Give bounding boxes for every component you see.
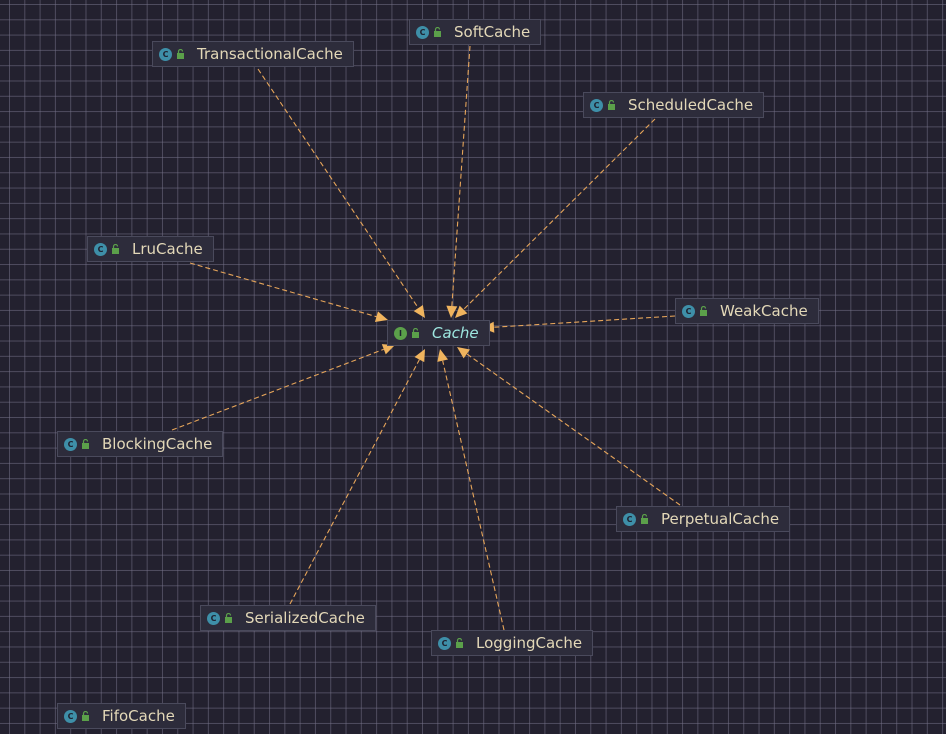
interface-icon: I	[394, 326, 407, 340]
node-label: Cache	[432, 324, 479, 342]
lock-icon	[82, 439, 89, 449]
node-label: SerializedCache	[245, 609, 365, 627]
lock-icon	[434, 27, 441, 37]
node-label: FifoCache	[102, 707, 175, 725]
arrowhead-soft-cache	[446, 305, 458, 318]
arrowhead-transactional-cache	[413, 304, 425, 318]
node-label: TransactionalCache	[197, 45, 343, 63]
class-icon: C	[94, 242, 107, 256]
lock-icon	[700, 306, 707, 316]
arrowhead-perpetual-cache	[457, 347, 470, 359]
arrowhead-scheduled-cache	[455, 305, 468, 318]
class-icon: C	[416, 25, 429, 39]
edge-weak-cache-to-cache[interactable]	[493, 315, 676, 328]
lock-icon	[456, 638, 463, 648]
node-label: WeakCache	[720, 302, 808, 320]
node-perpetual-cache[interactable]: C PerpetualCache	[616, 506, 791, 532]
node-soft-cache[interactable]: C SoftCache	[409, 19, 542, 45]
node-label: PerpetualCache	[661, 510, 780, 528]
class-icon: C	[64, 437, 77, 451]
node-blocking-cache[interactable]: C BlockingCache	[57, 431, 224, 457]
node-fifo-cache[interactable]: C FifoCache	[57, 703, 186, 729]
class-icon: C	[159, 47, 172, 61]
class-icon: C	[682, 304, 695, 318]
edge-lru-cache-to-cache[interactable]	[189, 262, 377, 318]
class-icon: C	[623, 512, 636, 526]
lock-icon	[177, 49, 184, 59]
node-label: LoggingCache	[476, 634, 583, 652]
node-label: BlockingCache	[102, 435, 213, 453]
lock-icon	[225, 613, 232, 623]
node-scheduled-cache[interactable]: C ScheduledCache	[583, 92, 765, 118]
class-icon: C	[207, 611, 220, 625]
lock-icon	[412, 328, 419, 338]
edge-perpetual-cache-to-cache[interactable]	[466, 353, 681, 506]
arrowhead-logging-cache	[437, 349, 449, 362]
edge-blocking-cache-to-cache[interactable]	[171, 348, 384, 431]
node-serialized-cache[interactable]: C SerializedCache	[200, 605, 376, 631]
class-icon: C	[64, 709, 77, 723]
lock-icon	[112, 244, 119, 254]
arrowhead-serialized-cache	[414, 349, 425, 363]
edge-serialized-cache-to-cache[interactable]	[289, 359, 420, 605]
class-icon: C	[590, 98, 603, 112]
node-label: LruCache	[132, 240, 203, 258]
node-label: ScheduledCache	[628, 96, 754, 114]
node-weak-cache[interactable]: C WeakCache	[675, 298, 819, 324]
lock-icon	[82, 711, 89, 721]
lock-icon	[641, 514, 648, 524]
node-label: SoftCache	[454, 23, 531, 41]
lock-icon	[608, 100, 615, 110]
edge-transactional-cache-to-cache[interactable]	[257, 68, 419, 309]
node-lru-cache[interactable]: C LruCache	[87, 236, 214, 262]
class-icon: C	[438, 636, 451, 650]
node-transactional-cache[interactable]: C TransactionalCache	[152, 41, 354, 67]
node-cache-interface[interactable]: I Cache	[387, 320, 490, 346]
edge-logging-cache-to-cache[interactable]	[442, 360, 505, 631]
node-logging-cache[interactable]: C LoggingCache	[431, 630, 594, 656]
edge-scheduled-cache-to-cache[interactable]	[463, 118, 656, 310]
edge-soft-cache-to-cache[interactable]	[451, 45, 471, 307]
